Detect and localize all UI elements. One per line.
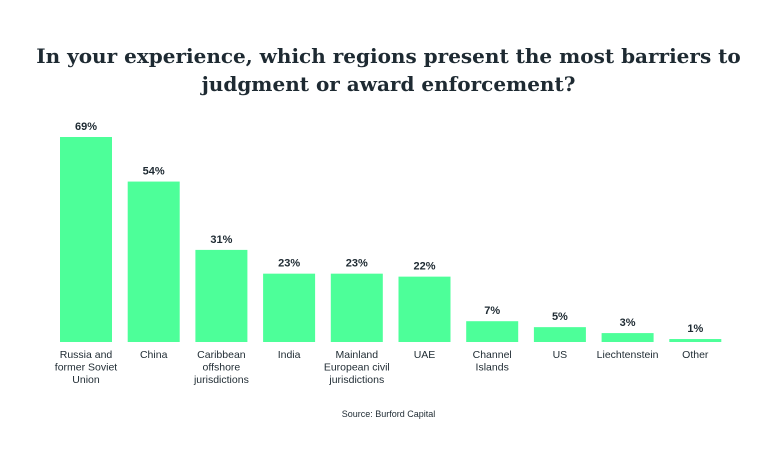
value-label-9: 1%: [687, 323, 703, 335]
category-label-8: Liechtenstein: [597, 349, 659, 361]
category-label-6: Channel Islands: [473, 349, 512, 374]
value-label-1: 54%: [143, 166, 165, 178]
chart-title: In your experience, which regions presen…: [0, 42, 777, 98]
bar-5: [398, 276, 451, 342]
bar-9: [669, 339, 722, 342]
category-label-4: Mainland European civil jurisdictions: [324, 349, 390, 386]
bar-1: [127, 181, 180, 342]
category-label-3: India: [278, 349, 301, 361]
bar-7: [533, 327, 586, 342]
category-label-9: Other: [682, 349, 709, 361]
bar-4: [330, 273, 383, 342]
bar-6: [466, 321, 519, 342]
bar-2: [195, 249, 248, 342]
bar-0: [60, 137, 112, 342]
bar-8: [601, 333, 654, 342]
value-label-0: 69%: [75, 121, 97, 133]
category-label-2: Caribbean offshore jurisdictions: [193, 349, 249, 386]
category-label-7: US: [553, 349, 568, 361]
value-label-2: 31%: [210, 234, 232, 246]
category-label-5: UAE: [414, 349, 436, 361]
category-label-1: China: [140, 349, 168, 361]
bar-3: [263, 273, 316, 342]
value-label-8: 3%: [620, 317, 636, 329]
source-note: Source: Burford Capital: [341, 409, 436, 419]
value-label-4: 23%: [346, 258, 368, 270]
value-label-6: 7%: [484, 305, 500, 317]
value-label-5: 22%: [413, 261, 435, 273]
value-label-3: 23%: [278, 258, 300, 270]
value-label-7: 5%: [552, 311, 568, 323]
chart-title-line-1: In your experience, which regions presen…: [36, 44, 741, 68]
chart-title-line-2: judgment or award enforcement?: [201, 72, 576, 96]
category-label-0: Russia and former Soviet Union: [55, 349, 118, 386]
